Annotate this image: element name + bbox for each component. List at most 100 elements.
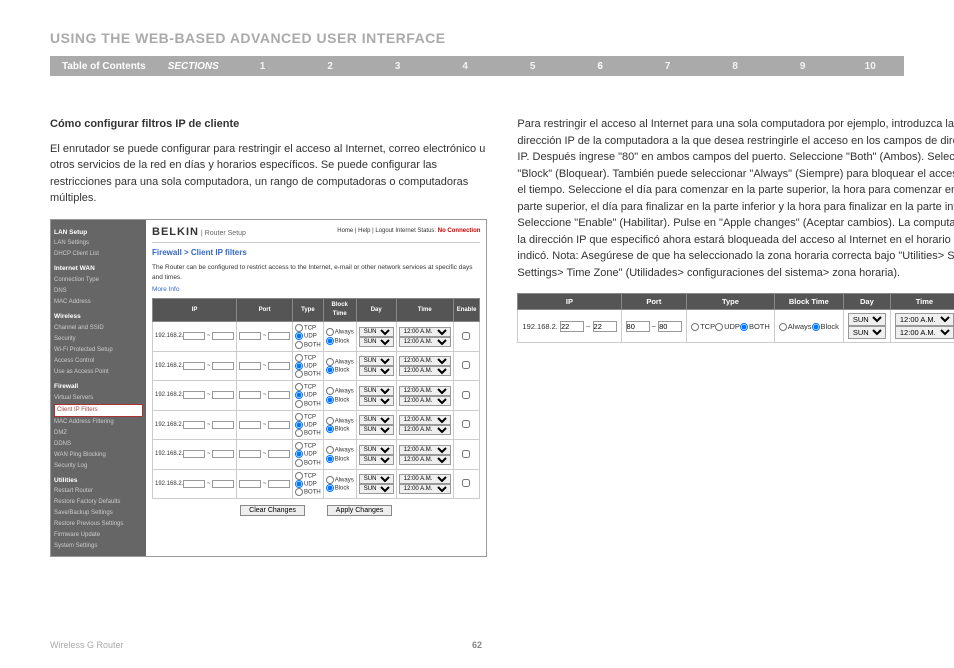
type-radio-both[interactable]: BOTH — [740, 322, 770, 331]
more-info-link[interactable]: More Info — [152, 285, 480, 295]
day-end-select[interactable]: SUN — [359, 366, 394, 376]
type-radio-udp[interactable]: UDP — [295, 450, 321, 458]
apply-changes-button[interactable]: Apply Changes — [327, 505, 392, 516]
sidebar-item[interactable]: MAC Address Filtering — [54, 417, 143, 428]
day-start-select[interactable]: SUN — [359, 356, 394, 366]
enable-checkbox[interactable] — [462, 420, 470, 428]
nav-section-5[interactable]: 5 — [499, 61, 567, 72]
time-end-select[interactable]: 12:00 A.M. — [399, 425, 451, 435]
time-start-select[interactable]: 12:00 A.M. — [399, 445, 451, 455]
time-end-select[interactable]: 12:00 A.M. — [399, 337, 451, 347]
sidebar-item[interactable]: DHCP Client List — [54, 249, 143, 260]
port-start-input[interactable] — [239, 391, 261, 399]
type-radio-udp[interactable]: UDP — [295, 362, 321, 370]
ip-end-input[interactable] — [212, 421, 234, 429]
time-end-select[interactable]: 12:00 A.M. — [895, 326, 954, 339]
nav-section-6[interactable]: 6 — [566, 61, 634, 72]
ip-end-input[interactable] — [212, 480, 234, 488]
sidebar-item[interactable]: System Settings — [54, 541, 143, 552]
block-radio-block[interactable]: Block — [326, 337, 354, 345]
day-end-select[interactable]: SUN — [359, 484, 394, 494]
type-radio-udp[interactable]: UDP — [295, 480, 321, 488]
block-radio-always[interactable]: Always — [326, 358, 354, 366]
time-start-select[interactable]: 12:00 A.M. — [399, 386, 451, 396]
type-radio-both[interactable]: BOTH — [295, 400, 321, 408]
nav-section-8[interactable]: 8 — [701, 61, 769, 72]
port-end-input[interactable] — [268, 332, 290, 340]
sidebar-item[interactable]: WAN Ping Blocking — [54, 450, 143, 461]
time-start-select[interactable]: 12:00 A.M. — [399, 327, 451, 337]
day-end-select[interactable]: SUN — [848, 326, 886, 339]
block-radio-block[interactable]: Block — [812, 322, 839, 331]
port-start-input[interactable] — [239, 362, 261, 370]
port-end-input[interactable] — [268, 391, 290, 399]
ip-start-input[interactable] — [183, 421, 205, 429]
sidebar-item[interactable]: Wi-Fi Protected Setup — [54, 345, 143, 356]
sidebar-item[interactable]: Access Control — [54, 356, 143, 367]
sidebar-item[interactable]: DMZ — [54, 428, 143, 439]
type-radio-both[interactable]: BOTH — [295, 429, 321, 437]
enable-checkbox[interactable] — [462, 391, 470, 399]
block-radio-always[interactable]: Always — [326, 446, 354, 454]
day-start-select[interactable]: SUN — [359, 474, 394, 484]
block-radio-block[interactable]: Block — [326, 366, 354, 374]
nav-section-9[interactable]: 9 — [769, 61, 837, 72]
block-radio-always[interactable]: Always — [779, 322, 812, 331]
enable-checkbox[interactable] — [462, 450, 470, 458]
nav-toc[interactable]: Table of Contents — [50, 61, 158, 72]
day-start-select[interactable]: SUN — [359, 415, 394, 425]
type-radio-udp[interactable]: UDP — [295, 421, 321, 429]
ip-end-input[interactable] — [212, 391, 234, 399]
time-end-select[interactable]: 12:00 A.M. — [399, 396, 451, 406]
sidebar-item[interactable]: Restore Previous Settings — [54, 519, 143, 530]
nav-section-7[interactable]: 7 — [634, 61, 702, 72]
sidebar-item[interactable]: Security Log — [54, 461, 143, 472]
port-end-input[interactable] — [268, 362, 290, 370]
nav-section-10[interactable]: 10 — [836, 61, 904, 72]
status-links[interactable]: Home | Help | Logout Internet Status: — [337, 228, 436, 234]
day-start-select[interactable]: SUN — [848, 313, 886, 326]
port-end-input[interactable] — [268, 480, 290, 488]
block-radio-block[interactable]: Block — [326, 396, 354, 404]
type-radio-tcp[interactable]: TCP — [295, 324, 321, 332]
day-start-select[interactable]: SUN — [359, 386, 394, 396]
day-start-select[interactable]: SUN — [359, 327, 394, 337]
sidebar-item[interactable]: Connection Type — [54, 275, 143, 286]
nav-section-2[interactable]: 2 — [296, 61, 364, 72]
day-end-select[interactable]: SUN — [359, 337, 394, 347]
port-start-input[interactable] — [626, 321, 650, 332]
day-end-select[interactable]: SUN — [359, 425, 394, 435]
ip-end-input[interactable] — [212, 362, 234, 370]
port-end-input[interactable] — [268, 450, 290, 458]
sidebar-item[interactable]: Security — [54, 334, 143, 345]
day-start-select[interactable]: SUN — [359, 445, 394, 455]
type-radio-tcp[interactable]: TCP — [691, 322, 715, 331]
type-radio-tcp[interactable]: TCP — [295, 413, 321, 421]
time-end-select[interactable]: 12:00 A.M. — [399, 484, 451, 494]
block-radio-block[interactable]: Block — [326, 425, 354, 433]
ip-end-input[interactable] — [593, 321, 617, 332]
type-radio-tcp[interactable]: TCP — [295, 354, 321, 362]
type-radio-both[interactable]: BOTH — [295, 370, 321, 378]
type-radio-both[interactable]: BOTH — [295, 459, 321, 467]
sidebar-item[interactable]: Channel and SSID — [54, 323, 143, 334]
time-start-select[interactable]: 12:00 A.M. — [399, 356, 451, 366]
nav-section-3[interactable]: 3 — [364, 61, 432, 72]
ip-start-input[interactable] — [183, 480, 205, 488]
block-radio-always[interactable]: Always — [326, 476, 354, 484]
type-radio-tcp[interactable]: TCP — [295, 442, 321, 450]
clear-changes-button[interactable]: Clear Changes — [240, 505, 305, 516]
type-radio-udp[interactable]: UDP — [715, 322, 740, 331]
block-radio-always[interactable]: Always — [326, 417, 354, 425]
ip-start-input[interactable] — [560, 321, 584, 332]
time-start-select[interactable]: 12:00 A.M. — [399, 474, 451, 484]
time-start-select[interactable]: 12:00 A.M. — [895, 313, 954, 326]
port-start-input[interactable] — [239, 421, 261, 429]
port-end-input[interactable] — [658, 321, 682, 332]
sidebar-item[interactable]: Restart Router — [54, 486, 143, 497]
ip-start-input[interactable] — [183, 362, 205, 370]
block-radio-always[interactable]: Always — [326, 387, 354, 395]
type-radio-udp[interactable]: UDP — [295, 332, 321, 340]
ip-end-input[interactable] — [212, 332, 234, 340]
sidebar-item[interactable]: DDNS — [54, 439, 143, 450]
